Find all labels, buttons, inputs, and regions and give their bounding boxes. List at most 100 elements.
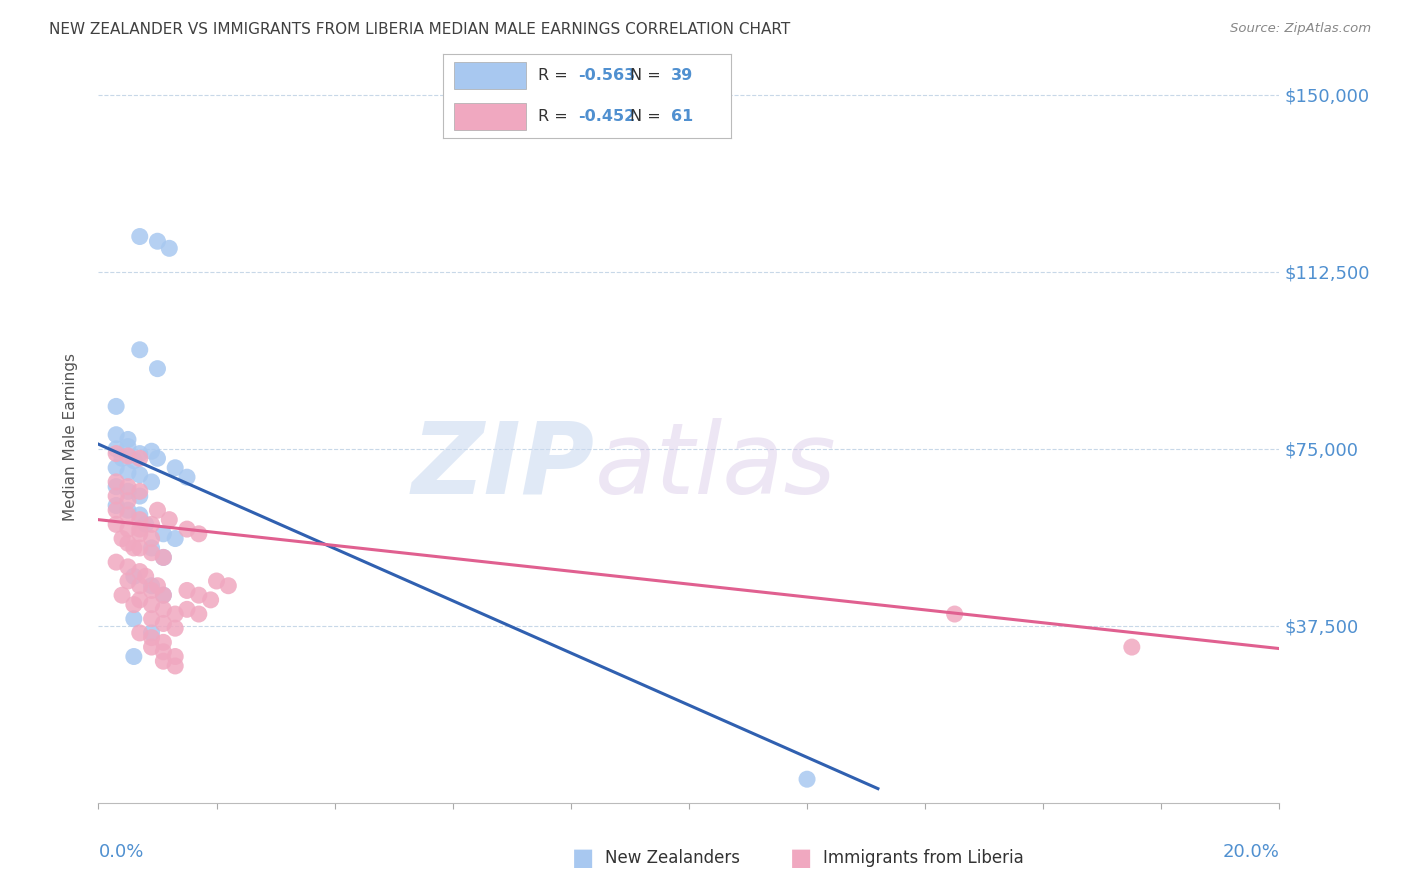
Point xyxy=(128,593,150,607)
Point xyxy=(105,555,128,569)
Point xyxy=(152,645,174,659)
Y-axis label: Median Male Earnings: Median Male Earnings xyxy=(63,353,77,521)
Text: ■: ■ xyxy=(572,847,595,870)
Point xyxy=(141,475,163,489)
Point xyxy=(105,489,128,503)
Point xyxy=(187,588,209,602)
Point xyxy=(105,460,128,475)
Point xyxy=(105,400,128,414)
Point xyxy=(117,440,139,454)
Point xyxy=(105,475,128,489)
Point xyxy=(105,480,128,494)
Point xyxy=(117,522,139,536)
Text: R =: R = xyxy=(538,109,572,124)
Point xyxy=(165,607,187,621)
Point xyxy=(152,526,174,541)
Text: -0.452: -0.452 xyxy=(578,109,636,124)
Point xyxy=(205,574,228,588)
Point xyxy=(128,579,150,593)
Point xyxy=(165,659,187,673)
Point xyxy=(117,484,139,499)
Point xyxy=(152,654,174,668)
Text: NEW ZEALANDER VS IMMIGRANTS FROM LIBERIA MEDIAN MALE EARNINGS CORRELATION CHART: NEW ZEALANDER VS IMMIGRANTS FROM LIBERIA… xyxy=(49,22,790,37)
Bar xyxy=(454,103,526,130)
Point xyxy=(117,493,139,508)
Point xyxy=(111,588,134,602)
Point xyxy=(105,499,128,513)
Text: 39: 39 xyxy=(671,68,693,83)
Point xyxy=(217,579,239,593)
Point xyxy=(122,541,145,555)
Point xyxy=(128,565,150,579)
Point xyxy=(105,503,128,517)
Text: 20.0%: 20.0% xyxy=(1223,843,1279,861)
Point xyxy=(122,649,145,664)
Text: 0.0%: 0.0% xyxy=(98,843,143,861)
Point xyxy=(128,489,150,503)
Point xyxy=(141,517,163,532)
Point xyxy=(117,466,139,480)
Text: New Zealanders: New Zealanders xyxy=(605,849,740,867)
Text: Immigrants from Liberia: Immigrants from Liberia xyxy=(823,849,1024,867)
Point xyxy=(122,453,145,467)
Point xyxy=(128,513,150,527)
Text: ■: ■ xyxy=(790,847,813,870)
Point xyxy=(111,451,134,466)
Text: Source: ZipAtlas.com: Source: ZipAtlas.com xyxy=(1230,22,1371,36)
Point xyxy=(943,607,966,621)
Point xyxy=(135,569,157,583)
Point xyxy=(152,550,174,565)
Point xyxy=(165,621,187,635)
Point xyxy=(141,444,163,458)
Point xyxy=(152,602,174,616)
Point xyxy=(128,522,150,536)
Point xyxy=(128,229,150,244)
Point xyxy=(141,579,163,593)
Point xyxy=(128,467,150,482)
Point xyxy=(141,640,163,654)
Point xyxy=(176,522,198,536)
Point xyxy=(135,517,157,532)
Point xyxy=(128,484,150,499)
Point xyxy=(152,635,174,649)
Point xyxy=(128,343,150,357)
Point xyxy=(187,526,209,541)
Bar xyxy=(454,62,526,89)
Point xyxy=(141,532,163,546)
Point xyxy=(165,649,187,664)
Point xyxy=(141,631,163,645)
Point xyxy=(176,583,198,598)
Point xyxy=(146,579,169,593)
Point xyxy=(141,598,163,612)
Point xyxy=(146,361,169,376)
Point xyxy=(117,433,139,447)
Point xyxy=(146,234,169,248)
Point xyxy=(128,526,150,541)
Point xyxy=(146,503,169,517)
Point xyxy=(152,588,174,602)
Point xyxy=(796,772,818,787)
Point xyxy=(111,532,134,546)
Point xyxy=(117,480,139,494)
Point xyxy=(128,626,150,640)
Text: N =: N = xyxy=(630,109,666,124)
Point xyxy=(105,427,128,442)
Point xyxy=(117,449,139,463)
Text: 61: 61 xyxy=(671,109,693,124)
Text: ZIP: ZIP xyxy=(412,417,595,515)
Point xyxy=(117,574,139,588)
Point xyxy=(141,541,163,555)
Point xyxy=(157,513,180,527)
Point xyxy=(141,583,163,598)
Point xyxy=(122,569,145,583)
Point xyxy=(141,612,163,626)
Point xyxy=(157,241,180,255)
Point xyxy=(200,593,222,607)
Point xyxy=(176,470,198,484)
Point xyxy=(152,550,174,565)
Point xyxy=(128,447,150,461)
Text: R =: R = xyxy=(538,68,572,83)
Text: atlas: atlas xyxy=(595,417,837,515)
Point xyxy=(165,532,187,546)
Point xyxy=(117,536,139,550)
